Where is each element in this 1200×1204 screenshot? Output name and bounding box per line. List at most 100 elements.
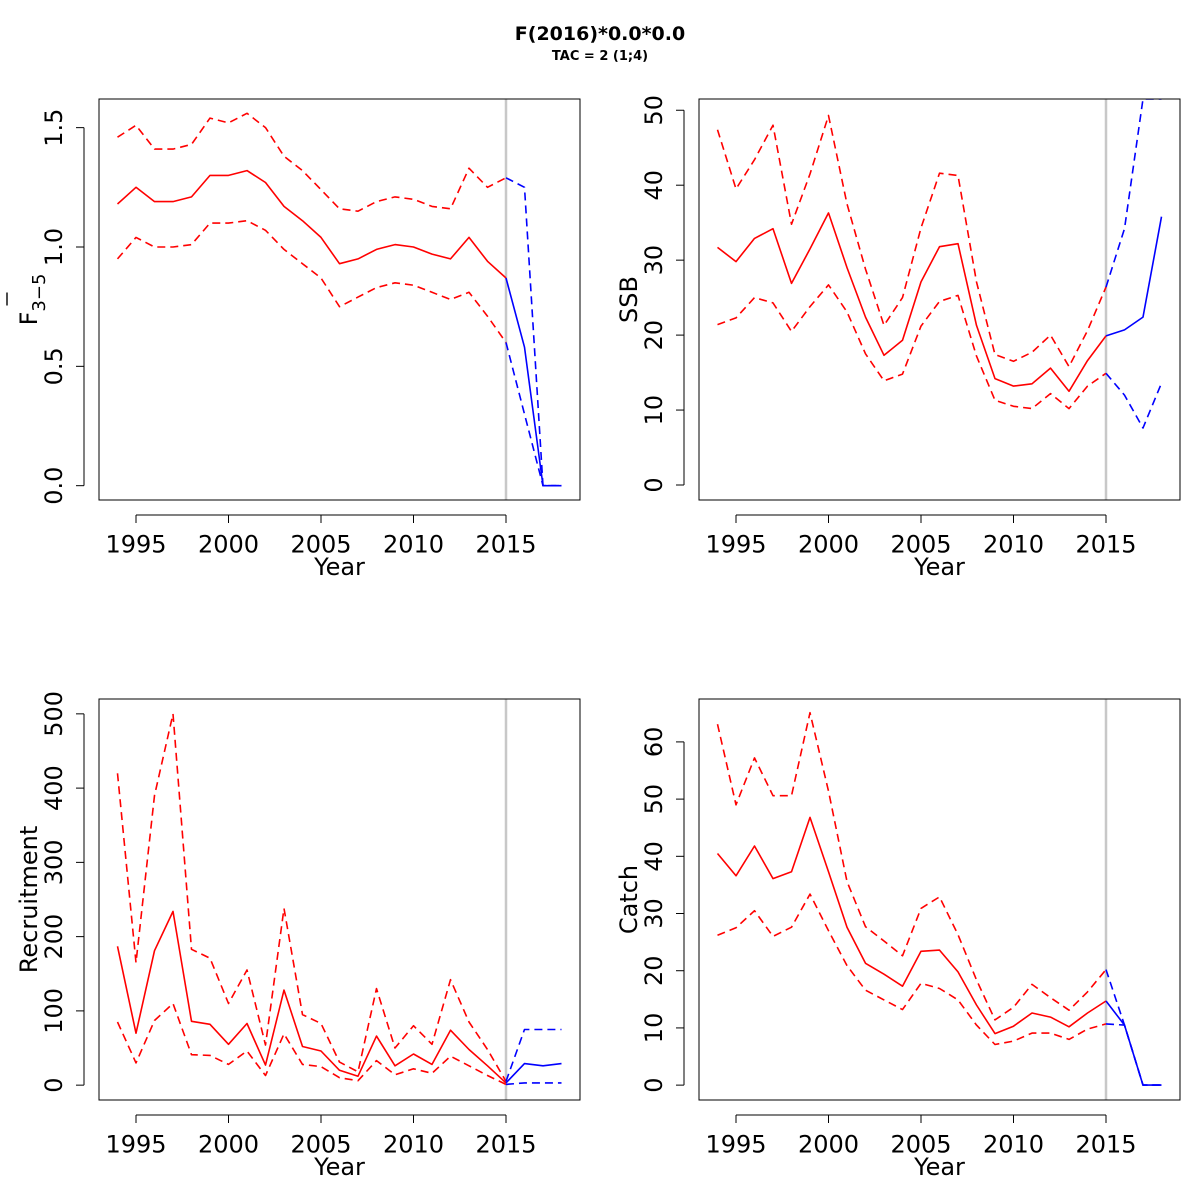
f35-x-axis: 1995 2000 2005 2010 2015 Year xyxy=(105,514,537,581)
recruitment-y-tick-label: 200 xyxy=(40,914,68,960)
recruitment-y-tick-label: 100 xyxy=(40,988,68,1034)
recruitment-panel: 1995 2000 2005 2010 2015 Year 0 100 200 300 400 500… xyxy=(15,691,581,1181)
ssb-projection-lower-line xyxy=(1105,372,1163,429)
catch-x-axis: 1995 2000 2005 2010 2015 Year xyxy=(705,1114,1137,1181)
catch-x-tick-label: 2010 xyxy=(983,1131,1044,1159)
f35-x-tick-label: 2000 xyxy=(198,531,259,559)
catch-y-axis-label: Catch xyxy=(615,865,643,934)
recruitment-projection-median-line xyxy=(505,1062,562,1084)
ssb-y-axis-label-main: SSB xyxy=(615,276,643,323)
f35-frame xyxy=(98,98,581,501)
recruitment-x-axis: 1995 2000 2005 2010 2015 Year xyxy=(105,1114,537,1181)
ssb-y-tick-label: 50 xyxy=(640,95,668,126)
ssb-y-tick-label: 30 xyxy=(640,245,668,276)
recruitment-historic-lower-line xyxy=(116,1002,507,1086)
f35-projection-upper-line xyxy=(505,177,562,487)
f35-x-tick-label: 2010 xyxy=(383,531,444,559)
catch-y-tick-label: 20 xyxy=(640,955,668,986)
ssb-y-tick-label: 40 xyxy=(640,170,668,201)
ssb-x-tick-label: 1995 xyxy=(705,531,766,559)
catch-panel: 1995 2000 2005 2010 2015 Year 0 10 20 30 40 50 60 Cat… xyxy=(615,698,1181,1181)
catch-x-tick-label: 1995 xyxy=(705,1131,766,1159)
catch-y-axis-label-main: Catch xyxy=(615,865,643,934)
ssb-projection-median-line xyxy=(1105,216,1163,337)
ssb-y-axis-label: SSB xyxy=(615,276,643,323)
ssb-projection-upper-line xyxy=(1105,99,1162,288)
f35-plot-area xyxy=(116,112,562,487)
catch-historic-upper-line xyxy=(716,711,1107,1021)
catch-y-tick-label: 60 xyxy=(640,727,668,758)
recruitment-y-axis-label: Recruitment xyxy=(15,826,43,973)
catch-frame xyxy=(698,698,1181,1101)
f35-historic-median-line xyxy=(116,169,507,279)
figure-title: F(2016)*0.0*0.0 xyxy=(515,23,685,45)
recruitment-x-tick-label: 2010 xyxy=(383,1131,444,1159)
f35-x-tick-label: 2005 xyxy=(290,531,351,559)
recruitment-x-tick-label: 2000 xyxy=(198,1131,259,1159)
catch-y-tick-label: 30 xyxy=(640,898,668,929)
ssb-panel: 1995 2000 2005 2010 2015 Year 0 10 20 30 40 50 SSB xyxy=(615,95,1181,581)
catch-y-axis: 0 10 20 30 40 50 60 Catch xyxy=(615,727,685,1093)
recruitment-projection-upper-line xyxy=(505,1028,562,1082)
catch-y-tick-label: 40 xyxy=(640,841,668,872)
ssb-historic-median-line xyxy=(717,212,1107,393)
ssb-x-tick-label: 2005 xyxy=(890,531,951,559)
catch-historic-lower-line xyxy=(717,893,1107,1046)
recruitment-historic-upper-line xyxy=(116,713,507,1082)
catch-x-tick-label: 2015 xyxy=(1075,1131,1136,1159)
recruitment-y-axis: 0 100 200 300 400 500 Recruitment xyxy=(15,691,85,1093)
recruitment-y-tick-label: 400 xyxy=(40,765,68,811)
catch-historic-median-line xyxy=(716,816,1107,1035)
f35-y-axis: 0.0 0.5 1.0 1.5 F3−5 xyxy=(6,109,85,505)
recruitment-y-tick-label: 300 xyxy=(40,839,68,885)
ssb-y-tick-label: 0 xyxy=(640,477,668,492)
catch-y-tick-label: 0 xyxy=(640,1077,668,1092)
recruitment-y-tick-label: 0 xyxy=(40,1078,68,1093)
ssb-historic-lower-line xyxy=(717,284,1107,410)
figure-subtitle: TAC = 2 (1;4) xyxy=(552,49,648,64)
ssb-frame xyxy=(698,98,1181,501)
ssb-x-tick-label: 2000 xyxy=(798,531,859,559)
ssb-y-tick-label: 10 xyxy=(640,395,668,426)
f35-y-tick-label: 0.0 xyxy=(40,467,68,505)
ssb-historic-upper-line xyxy=(716,114,1107,368)
recruitment-x-axis-label: Year xyxy=(313,1153,365,1181)
ssb-x-tick-label: 2010 xyxy=(983,531,1044,559)
recruitment-x-tick-label: 2015 xyxy=(475,1131,536,1159)
recruitment-y-axis-label-main: Recruitment xyxy=(15,826,43,973)
catch-projection-upper-line xyxy=(1105,969,1162,1086)
f35-historic-lower-line xyxy=(116,219,507,343)
recruitment-projection-lower-line xyxy=(505,1082,562,1086)
ssb-x-tick-label: 2015 xyxy=(1075,531,1136,559)
recruitment-x-tick-label: 2005 xyxy=(290,1131,351,1159)
recruitment-x-tick-label: 1995 xyxy=(105,1131,166,1159)
f35-y-axis-label: F3−5 xyxy=(15,274,50,326)
catch-y-tick-label: 10 xyxy=(640,1013,668,1044)
f35-y-axis-label-sub: 3−5 xyxy=(29,274,50,312)
f35-projection-median-line xyxy=(505,277,562,487)
ssb-y-tick-label: 20 xyxy=(640,320,668,351)
f35-x-axis-label: Year xyxy=(313,553,365,581)
catch-x-axis-label: Year xyxy=(913,1153,965,1181)
ssb-plot-area xyxy=(716,99,1163,429)
catch-plot-area xyxy=(716,711,1162,1086)
f35-historic-upper-line xyxy=(117,112,507,212)
f35-panel: 1995 2000 2005 2010 2015 Year 0.0 0.5 1.0 1.5 F3−5 xyxy=(6,98,581,581)
f35-y-axis-label-main: F xyxy=(15,312,43,326)
recruitment-historic-median-line xyxy=(116,910,507,1084)
f35-y-tick-label: 1.5 xyxy=(40,109,68,147)
recruitment-plot-area xyxy=(116,713,562,1086)
ssb-x-axis: 1995 2000 2005 2010 2015 Year xyxy=(705,514,1137,581)
f35-y-tick-label: 0.5 xyxy=(40,347,68,385)
panels: 1995 2000 2005 2010 2015Year0.00.51.01.5F3−5… xyxy=(6,95,1181,1181)
f35-x-tick-label: 2015 xyxy=(475,531,536,559)
ssb-y-axis: 0 10 20 30 40 50 SSB xyxy=(615,95,685,493)
recruitment-y-tick-label: 500 xyxy=(40,691,68,737)
catch-y-tick-label: 50 xyxy=(640,784,668,815)
recruitment-frame xyxy=(98,698,581,1101)
catch-x-tick-label: 2005 xyxy=(890,1131,951,1159)
f35-y-tick-label: 1.0 xyxy=(40,228,68,266)
catch-x-tick-label: 2000 xyxy=(798,1131,859,1159)
